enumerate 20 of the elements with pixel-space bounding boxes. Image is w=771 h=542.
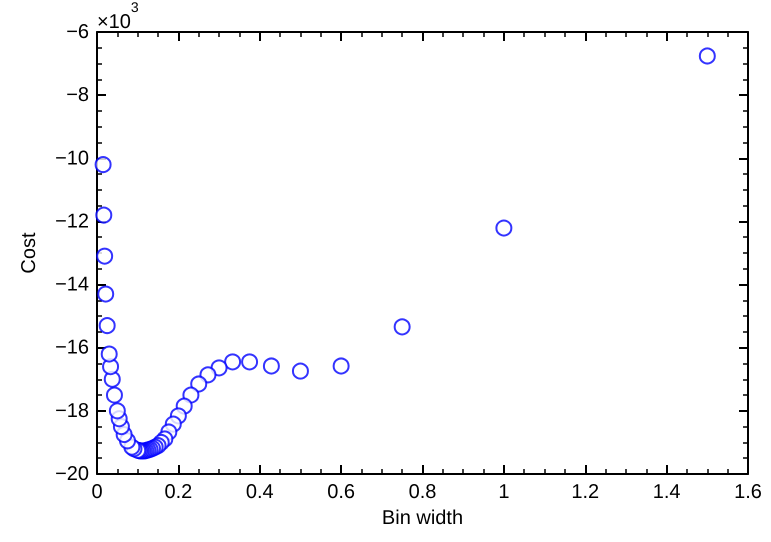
x-tick-label: 0.6 — [327, 481, 356, 503]
y-tick-label: −16 — [55, 336, 89, 359]
annotation: ×103 — [97, 0, 139, 33]
y-tick-label: −14 — [55, 274, 89, 296]
y-tick-label: −10 — [55, 147, 89, 170]
x-tick-label: 0 — [91, 481, 103, 503]
x-tick-label: 1 — [498, 481, 510, 503]
x-tick-label: 0.2 — [164, 481, 192, 503]
x-tick-label: 0.4 — [246, 481, 274, 503]
x-tick-label: 1.2 — [571, 481, 600, 503]
y-axis-title: Cost — [18, 232, 40, 274]
y-tick-label: −12 — [55, 210, 89, 232]
y-tick-label: −18 — [55, 400, 89, 422]
y-tick-label: −20 — [55, 463, 89, 485]
y-tick-label: −8 — [66, 84, 89, 106]
x-tick-label: 1.6 — [734, 481, 762, 503]
y-tick-label: −6 — [66, 21, 89, 43]
x-axis-title: Bin width — [382, 507, 464, 529]
x-tick-label: 0.8 — [408, 481, 436, 503]
x-tick-label: 1.4 — [652, 481, 681, 503]
